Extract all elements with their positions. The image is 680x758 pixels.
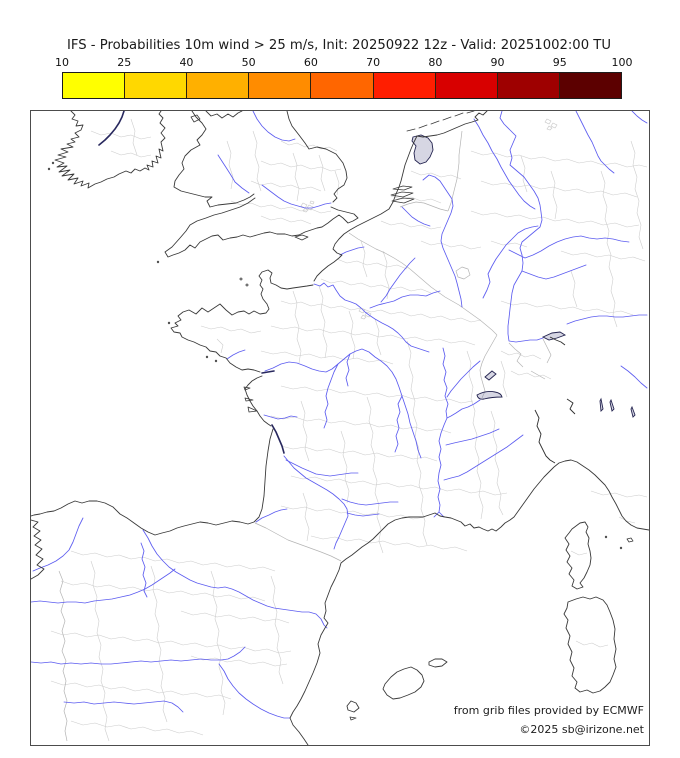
colorbar	[62, 72, 622, 99]
coast-sardinia	[563, 596, 617, 694]
colorbar-tick: 50	[241, 56, 256, 69]
colorbar-tick: 95	[552, 56, 567, 69]
credit-line-1: from grib files provided by ECMWF	[453, 703, 644, 717]
estuaries	[98, 111, 285, 454]
coast-landes-spain	[31, 428, 274, 536]
coast-mediterranean	[289, 459, 649, 745]
map-svg	[31, 111, 649, 745]
colorbar-tick: 10	[55, 56, 69, 69]
coast-corsica	[564, 521, 592, 590]
colorbar-segment	[249, 73, 312, 98]
national-borders	[58, 130, 552, 742]
coast-britain-south	[164, 197, 359, 258]
colorbar-segment	[125, 73, 188, 98]
colorbar-tick: 80	[428, 56, 443, 69]
credits: from grib files provided by ECMWF ©2025 …	[454, 701, 644, 740]
colorbar-segment	[497, 73, 560, 98]
colorbar-segment	[559, 73, 621, 98]
colorbar-segment	[187, 73, 250, 98]
coast-ibiza	[346, 700, 360, 713]
colorbar-tick: 40	[179, 56, 194, 69]
map-canvas: from grib files provided by ECMWF ©2025 …	[30, 110, 650, 746]
coast-britain	[173, 111, 255, 208]
coast-menorca	[428, 658, 448, 668]
coast-vendee	[244, 375, 272, 427]
colorbar-segment	[373, 73, 436, 98]
coast-galicia	[31, 519, 45, 580]
coast-britain-east	[286, 111, 348, 203]
alpine-borders	[534, 336, 576, 464]
colorbar-segment	[311, 73, 374, 98]
colorbar-segment	[435, 73, 498, 98]
credit-line-2: ©2025 sb@irizone.net	[519, 722, 644, 736]
lakes	[411, 134, 636, 418]
coast-normandy-brittany	[170, 269, 314, 373]
coastlines	[31, 111, 649, 745]
admin-boundaries	[50, 118, 648, 742]
colorbar-tick: 100	[611, 56, 633, 69]
colorbar-tick: 90	[490, 56, 505, 69]
colorbar-tick: 60	[303, 56, 318, 69]
coast-mallorca	[382, 666, 425, 700]
colorbar-segment	[63, 73, 126, 98]
rivers	[31, 111, 648, 719]
coast-north-wales	[205, 111, 243, 119]
coast-ireland	[54, 111, 166, 189]
page-title: IFS - Probabilities 10m wind > 25 m/s, I…	[67, 38, 611, 53]
colorbar-tick: 70	[366, 56, 381, 69]
colorbar-tick: 25	[117, 56, 132, 69]
colorbar-tick-labels: 10 25 40 50 60 70 80 90 95 100	[55, 56, 633, 70]
